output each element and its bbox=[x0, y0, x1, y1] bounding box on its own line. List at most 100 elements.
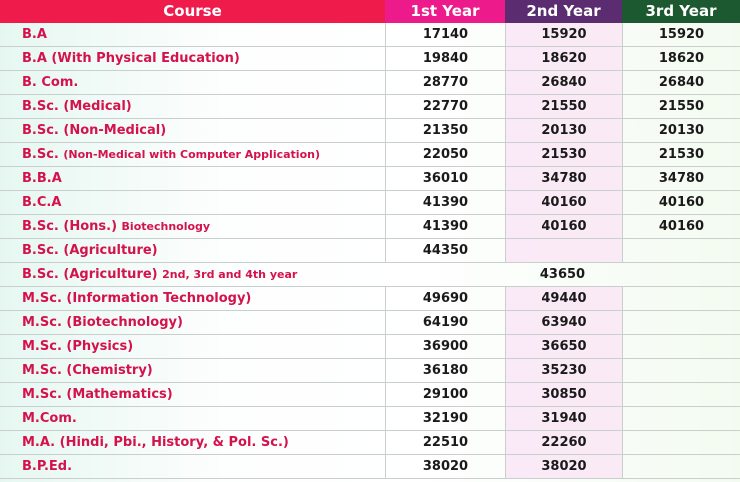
table-row: M.Sc. (Mathematics) 29100 30850 bbox=[0, 383, 740, 407]
table-row: B.Sc. (Medical) 22770 21550 21550 bbox=[0, 95, 740, 119]
fee-year-1: 22050 bbox=[385, 143, 505, 166]
course-name: M.Sc. (Chemistry) bbox=[0, 359, 385, 382]
table-header: Course 1st Year 2nd Year 3rd Year bbox=[0, 0, 740, 23]
table-row: B.A 17140 15920 15920 bbox=[0, 23, 740, 47]
course-label: M.Com. bbox=[22, 411, 77, 426]
fee-year-3 bbox=[622, 239, 740, 262]
fee-year-1: 32190 bbox=[385, 407, 505, 430]
course-name: B.Sc. (Hons.) Biotechnology bbox=[0, 215, 385, 238]
fee-year-3 bbox=[622, 431, 740, 454]
fee-year-3: 40160 bbox=[622, 215, 740, 238]
fee-all-years: 43650 bbox=[539, 267, 586, 282]
fee-year-2: 20130 bbox=[505, 119, 622, 142]
course-name: B.Sc. (Medical) bbox=[0, 95, 385, 118]
fee-year-1: 17140 bbox=[385, 23, 505, 46]
fee-year-3: 21550 bbox=[622, 95, 740, 118]
table-row: M.Sc. (Chemistry) 36180 35230 bbox=[0, 359, 740, 383]
course-name: M.A. (Hindi, Pbi., History, & Pol. Sc.) bbox=[0, 431, 385, 454]
fee-year-3: 20130 bbox=[622, 119, 740, 142]
fee-year-3: 18620 bbox=[622, 47, 740, 70]
fee-year-2: 63940 bbox=[505, 311, 622, 334]
course-name: M.Sc. (Biotechnology) bbox=[0, 311, 385, 334]
table-row: B.A (With Physical Education) 19840 18620 1… bbox=[0, 47, 740, 71]
fee-year-1: 28770 bbox=[385, 71, 505, 94]
table-row: M.Com. 32190 31940 bbox=[0, 407, 740, 431]
course-label: M.A. (Hindi, Pbi., History, & Pol. Sc.) bbox=[22, 435, 289, 450]
table-row: B.Sc. (Non-Medical with Computer Applica… bbox=[0, 143, 740, 167]
course-name: B.C.A bbox=[0, 191, 385, 214]
header-2nd-year: 2nd Year bbox=[505, 0, 622, 23]
fee-year-2: 18620 bbox=[505, 47, 622, 70]
table-row: M.Sc. (Information Technology) 49690 49440 bbox=[0, 287, 740, 311]
course-name: M.Sc. (Physics) bbox=[0, 335, 385, 358]
fee-year-1: 36180 bbox=[385, 359, 505, 382]
course-name: B.Sc. (Non-Medical with Computer Applica… bbox=[0, 143, 385, 166]
course-name: B.B.A bbox=[0, 167, 385, 190]
course-label: B.P.Ed. bbox=[22, 459, 73, 474]
fee-year-2: 34780 bbox=[505, 167, 622, 190]
fee-year-1: 38020 bbox=[385, 455, 505, 478]
table-row: B.Sc. (Agriculture) 2nd, 3rd and 4th yea… bbox=[0, 263, 740, 287]
course-name: B. Com. bbox=[0, 71, 385, 94]
course-label: B.C.A bbox=[22, 195, 62, 210]
course-name: M.Com. bbox=[0, 407, 385, 430]
course-name: M.Sc. (Mathematics) bbox=[0, 383, 385, 406]
course-label: B.B.A bbox=[22, 171, 62, 186]
fee-year-3 bbox=[622, 383, 740, 406]
course-note: (Non-Medical with Computer Application) bbox=[63, 148, 320, 161]
fee-year-1: 41390 bbox=[385, 215, 505, 238]
table-row: M.Sc. (Biotechnology) 64190 63940 bbox=[0, 311, 740, 335]
fee-year-3 bbox=[622, 335, 740, 358]
header-course: Course bbox=[0, 0, 385, 23]
fee-year-1: 22770 bbox=[385, 95, 505, 118]
table-row: B.B.A 36010 34780 34780 bbox=[0, 167, 740, 191]
course-name: B.Sc. (Agriculture) bbox=[0, 239, 385, 262]
fee-year-2: 22260 bbox=[505, 431, 622, 454]
course-name: M.Sc. (Information Technology) bbox=[0, 287, 385, 310]
fee-year-1: 36900 bbox=[385, 335, 505, 358]
fee-year-3 bbox=[622, 455, 740, 478]
course-label: M.Sc. (Mathematics) bbox=[22, 387, 173, 402]
course-label: B.Sc. (Agriculture) bbox=[22, 243, 158, 258]
header-3rd-year: 3rd Year bbox=[622, 0, 740, 23]
fee-year-2: 40160 bbox=[505, 191, 622, 214]
fee-year-2 bbox=[505, 239, 622, 262]
table-body: B.A 17140 15920 15920 B.A (With Physical Edu… bbox=[0, 23, 740, 479]
fee-year-3: 21530 bbox=[622, 143, 740, 166]
table-row: B.Sc. (Agriculture) 44350 bbox=[0, 239, 740, 263]
fee-year-1: 49690 bbox=[385, 287, 505, 310]
course-note: Biotechnology bbox=[121, 220, 211, 233]
course-label: B. Com. bbox=[22, 75, 79, 90]
course-name: B.A (With Physical Education) bbox=[0, 47, 385, 70]
fee-year-1: 44350 bbox=[385, 239, 505, 262]
course-name: B.Sc. (Agriculture) 2nd, 3rd and 4th yea… bbox=[0, 263, 385, 286]
fee-year-3 bbox=[622, 311, 740, 334]
table-row: M.Sc. (Physics) 36900 36650 bbox=[0, 335, 740, 359]
course-label: B.Sc. (Agriculture) bbox=[22, 267, 158, 282]
table-row: B.Sc. (Hons.) Biotechnology 41390 40160 401… bbox=[0, 215, 740, 239]
fee-year-3 bbox=[622, 287, 740, 310]
header-1st-year: 1st Year bbox=[385, 0, 505, 23]
fee-year-1: 64190 bbox=[385, 311, 505, 334]
table-row: B.C.A 41390 40160 40160 bbox=[0, 191, 740, 215]
course-name: B.P.Ed. bbox=[0, 455, 385, 478]
fee-year-2: 30850 bbox=[505, 383, 622, 406]
course-label: B.A (With Physical Education) bbox=[22, 51, 240, 66]
fee-year-1: 21350 bbox=[385, 119, 505, 142]
fee-year-2: 40160 bbox=[505, 215, 622, 238]
table-row: M.A. (Hindi, Pbi., History, & Pol. Sc.) 2… bbox=[0, 431, 740, 455]
fee-year-3: 40160 bbox=[622, 191, 740, 214]
fee-year-2: 26840 bbox=[505, 71, 622, 94]
course-name: B.Sc. (Non-Medical) bbox=[0, 119, 385, 142]
course-label: B.A bbox=[22, 27, 47, 42]
course-note: 2nd, 3rd and 4th year bbox=[162, 268, 298, 281]
course-name: B.A bbox=[0, 23, 385, 46]
course-label: B.Sc. (Hons.) bbox=[22, 219, 118, 234]
course-label: B.Sc. (Non-Medical) bbox=[22, 123, 167, 138]
course-label: M.Sc. (Biotechnology) bbox=[22, 315, 183, 330]
fee-year-2: 31940 bbox=[505, 407, 622, 430]
fee-year-2: 21550 bbox=[505, 95, 622, 118]
fee-year-3 bbox=[622, 359, 740, 382]
table-row: B.Sc. (Non-Medical) 21350 20130 20130 bbox=[0, 119, 740, 143]
